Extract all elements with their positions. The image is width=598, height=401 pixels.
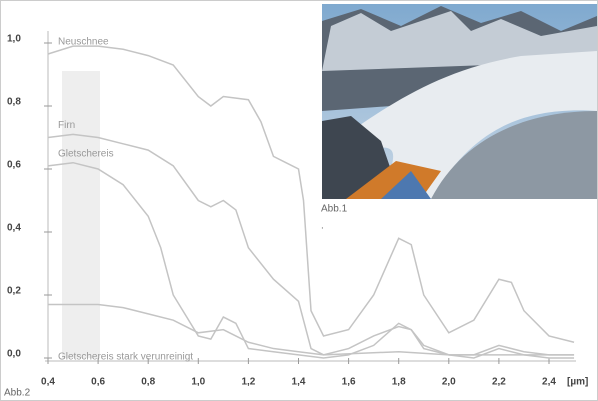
- series-label: Gletschereis stark verunreinigt: [58, 352, 193, 363]
- x-tick-label: 1,8: [392, 377, 406, 388]
- x-tick-label: 2,4: [542, 377, 556, 388]
- series-label: Neuschnee: [58, 37, 109, 48]
- chart: Abb.1 . Abb.2 [µm] 0,0 0,2 0,4 0,6 0,8 1,0 0,4…: [1, 1, 597, 400]
- x-tick-label: 2,2: [492, 377, 506, 388]
- y-tick-label: 0,8: [7, 97, 21, 108]
- x-tick-label: 0,6: [91, 377, 105, 388]
- y-tick-label: 0,6: [7, 160, 21, 171]
- y-tick-label: 0,2: [7, 286, 21, 297]
- x-tick-label: 1,0: [191, 377, 205, 388]
- y-tick-label: 0,0: [7, 349, 21, 360]
- x-tick-label: 0,8: [141, 377, 155, 388]
- x-tick-label: 1,2: [241, 377, 255, 388]
- y-tick-label: 1,0: [7, 34, 21, 45]
- series-label: Firn: [58, 120, 75, 131]
- x-tick-label: 1,6: [342, 377, 356, 388]
- caption: .: [321, 221, 324, 232]
- visible-band: [62, 71, 100, 358]
- x-tick-label: 1,4: [292, 377, 306, 388]
- x-tick-label: 2,0: [442, 377, 456, 388]
- y-tick-label: 0,4: [7, 223, 21, 234]
- caption: Abb.2: [4, 388, 31, 399]
- page: Abb.1 . Abb.2 [µm] 0,0 0,2 0,4 0,6 0,8 1,0 0,4…: [0, 0, 598, 401]
- x-axis-label: [µm]: [567, 377, 588, 388]
- photo: [322, 4, 597, 199]
- caption: Abb.1: [321, 204, 348, 215]
- x-tick-label: 0,4: [41, 377, 55, 388]
- series-label: Gletschereis: [58, 148, 114, 159]
